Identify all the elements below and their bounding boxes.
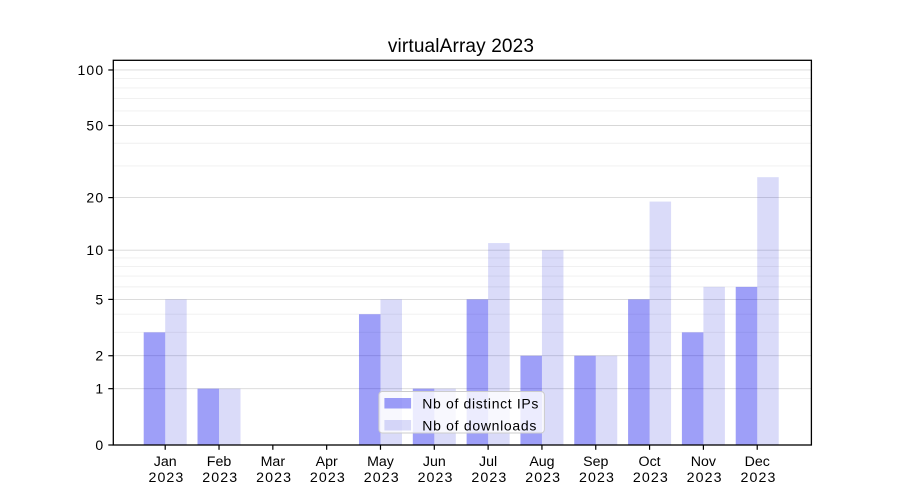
svg-text:May: May [367, 454, 395, 470]
svg-text:2023: 2023 [202, 470, 238, 486]
svg-text:2023: 2023 [579, 470, 615, 486]
svg-text:50: 50 [86, 117, 104, 133]
svg-text:Aug: Aug [529, 454, 554, 470]
svg-text:2023: 2023 [418, 470, 454, 486]
svg-text:2023: 2023 [148, 470, 184, 486]
svg-text:Oct: Oct [639, 454, 661, 470]
svg-text:Dec: Dec [745, 454, 770, 470]
svg-text:Jun: Jun [423, 454, 446, 470]
svg-text:Jan: Jan [154, 454, 177, 470]
svg-text:2023: 2023 [633, 470, 669, 486]
svg-text:2023: 2023 [471, 470, 507, 486]
svg-text:2023: 2023 [525, 470, 561, 486]
svg-text:Mar: Mar [261, 454, 286, 470]
svg-text:1: 1 [95, 381, 104, 397]
svg-text:Feb: Feb [207, 454, 232, 470]
svg-text:Nov: Nov [691, 454, 717, 470]
svg-text:100: 100 [77, 62, 104, 78]
svg-text:2023: 2023 [310, 470, 346, 486]
svg-text:10: 10 [86, 242, 104, 258]
svg-text:2023: 2023 [364, 470, 400, 486]
svg-text:Nb of downloads: Nb of downloads [422, 418, 537, 434]
svg-text:20: 20 [86, 190, 104, 206]
svg-text:Sep: Sep [583, 454, 608, 470]
svg-text:5: 5 [95, 291, 104, 307]
svg-text:2023: 2023 [687, 470, 723, 486]
svg-text:2023: 2023 [256, 470, 292, 486]
svg-text:2: 2 [95, 348, 104, 364]
svg-text:Nb of distinct IPs: Nb of distinct IPs [422, 396, 539, 412]
svg-text:2023: 2023 [740, 470, 776, 486]
svg-text:0: 0 [95, 437, 104, 453]
svg-text:Apr: Apr [316, 454, 338, 470]
svg-text:virtualArray 2023: virtualArray 2023 [388, 36, 534, 57]
svg-text:Jul: Jul [479, 454, 497, 470]
